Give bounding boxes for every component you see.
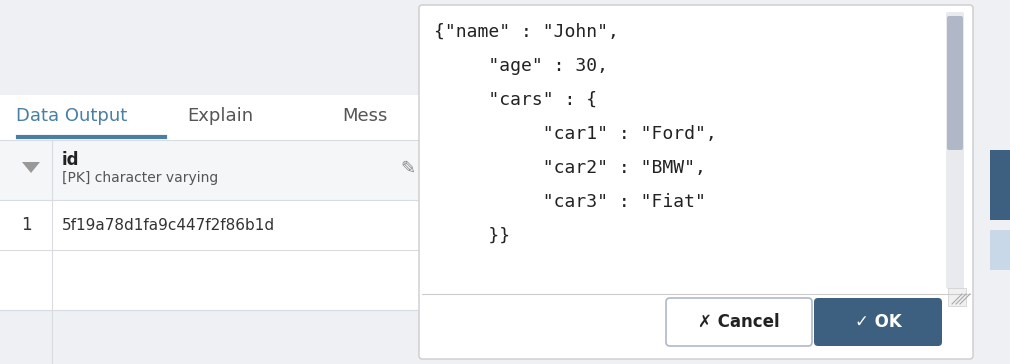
Text: Data Output: Data Output (16, 107, 127, 125)
Text: "car3" : "Fiat": "car3" : "Fiat" (434, 193, 706, 211)
FancyBboxPatch shape (946, 12, 964, 289)
FancyBboxPatch shape (0, 310, 430, 364)
Text: "car2" : "BMW",: "car2" : "BMW", (434, 159, 706, 177)
Text: Mess: Mess (342, 107, 388, 125)
Text: "car1" : "Ford",: "car1" : "Ford", (434, 125, 717, 143)
Text: ✓ OK: ✓ OK (854, 313, 901, 331)
FancyBboxPatch shape (0, 0, 430, 364)
Text: Explain: Explain (187, 107, 254, 125)
Text: 5f19a78d1fa9c447f2f86b1d: 5f19a78d1fa9c447f2f86b1d (62, 218, 275, 233)
FancyBboxPatch shape (948, 288, 966, 306)
FancyBboxPatch shape (666, 298, 812, 346)
Text: 1: 1 (20, 216, 31, 234)
Polygon shape (22, 162, 40, 173)
FancyBboxPatch shape (0, 140, 430, 200)
FancyBboxPatch shape (0, 140, 430, 364)
FancyBboxPatch shape (947, 16, 963, 150)
FancyBboxPatch shape (990, 230, 1010, 270)
Text: [PK] character varying: [PK] character varying (62, 171, 218, 185)
Text: {"name" : "John",: {"name" : "John", (434, 23, 619, 41)
Text: ✎: ✎ (400, 160, 415, 178)
FancyBboxPatch shape (0, 0, 430, 95)
FancyBboxPatch shape (0, 200, 430, 250)
Text: "cars" : {: "cars" : { (434, 91, 597, 109)
Text: ✗ Cancel: ✗ Cancel (698, 313, 780, 331)
Text: }}: }} (434, 227, 510, 245)
Text: "age" : 30,: "age" : 30, (434, 57, 608, 75)
Text: id: id (62, 151, 80, 169)
FancyBboxPatch shape (0, 250, 430, 310)
FancyBboxPatch shape (990, 150, 1010, 220)
FancyBboxPatch shape (419, 5, 973, 359)
FancyBboxPatch shape (0, 95, 430, 140)
FancyBboxPatch shape (814, 298, 942, 346)
